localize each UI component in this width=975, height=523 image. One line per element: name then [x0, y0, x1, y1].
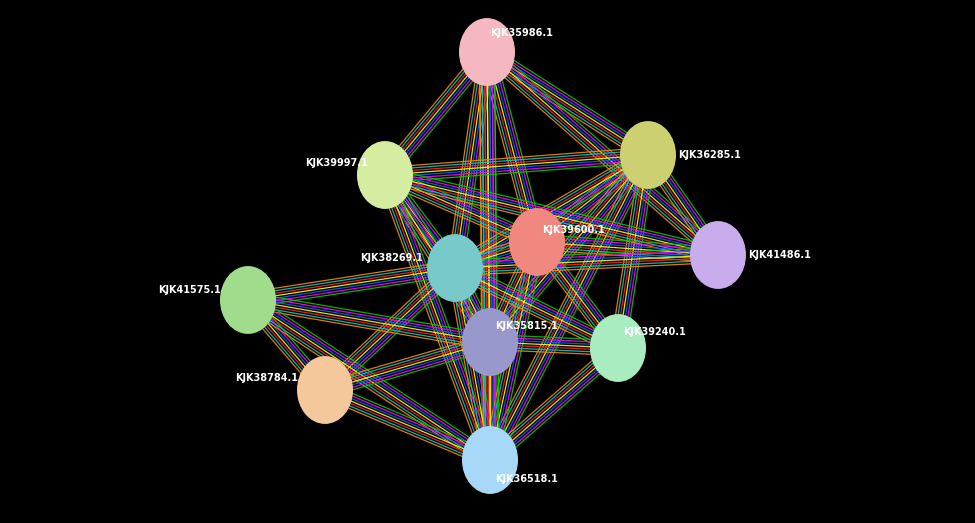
Text: KJK39240.1: KJK39240.1	[623, 327, 685, 337]
Ellipse shape	[297, 356, 353, 424]
Ellipse shape	[357, 141, 413, 209]
Text: KJK39600.1: KJK39600.1	[542, 225, 604, 235]
Text: KJK35986.1: KJK35986.1	[490, 28, 553, 38]
Text: KJK36285.1: KJK36285.1	[678, 150, 741, 160]
Text: KJK39997.1: KJK39997.1	[305, 158, 368, 168]
Text: KJK41486.1: KJK41486.1	[748, 250, 811, 260]
Ellipse shape	[690, 221, 746, 289]
Text: KJK41575.1: KJK41575.1	[158, 285, 220, 295]
Text: KJK36518.1: KJK36518.1	[495, 474, 558, 484]
Ellipse shape	[462, 308, 518, 376]
Text: KJK35815.1: KJK35815.1	[495, 321, 558, 331]
Ellipse shape	[509, 208, 565, 276]
Ellipse shape	[620, 121, 676, 189]
Ellipse shape	[220, 266, 276, 334]
Text: KJK38269.1: KJK38269.1	[360, 253, 423, 263]
Ellipse shape	[459, 18, 515, 86]
Ellipse shape	[462, 426, 518, 494]
Ellipse shape	[427, 234, 483, 302]
Text: KJK38784.1: KJK38784.1	[235, 373, 298, 383]
Ellipse shape	[590, 314, 646, 382]
